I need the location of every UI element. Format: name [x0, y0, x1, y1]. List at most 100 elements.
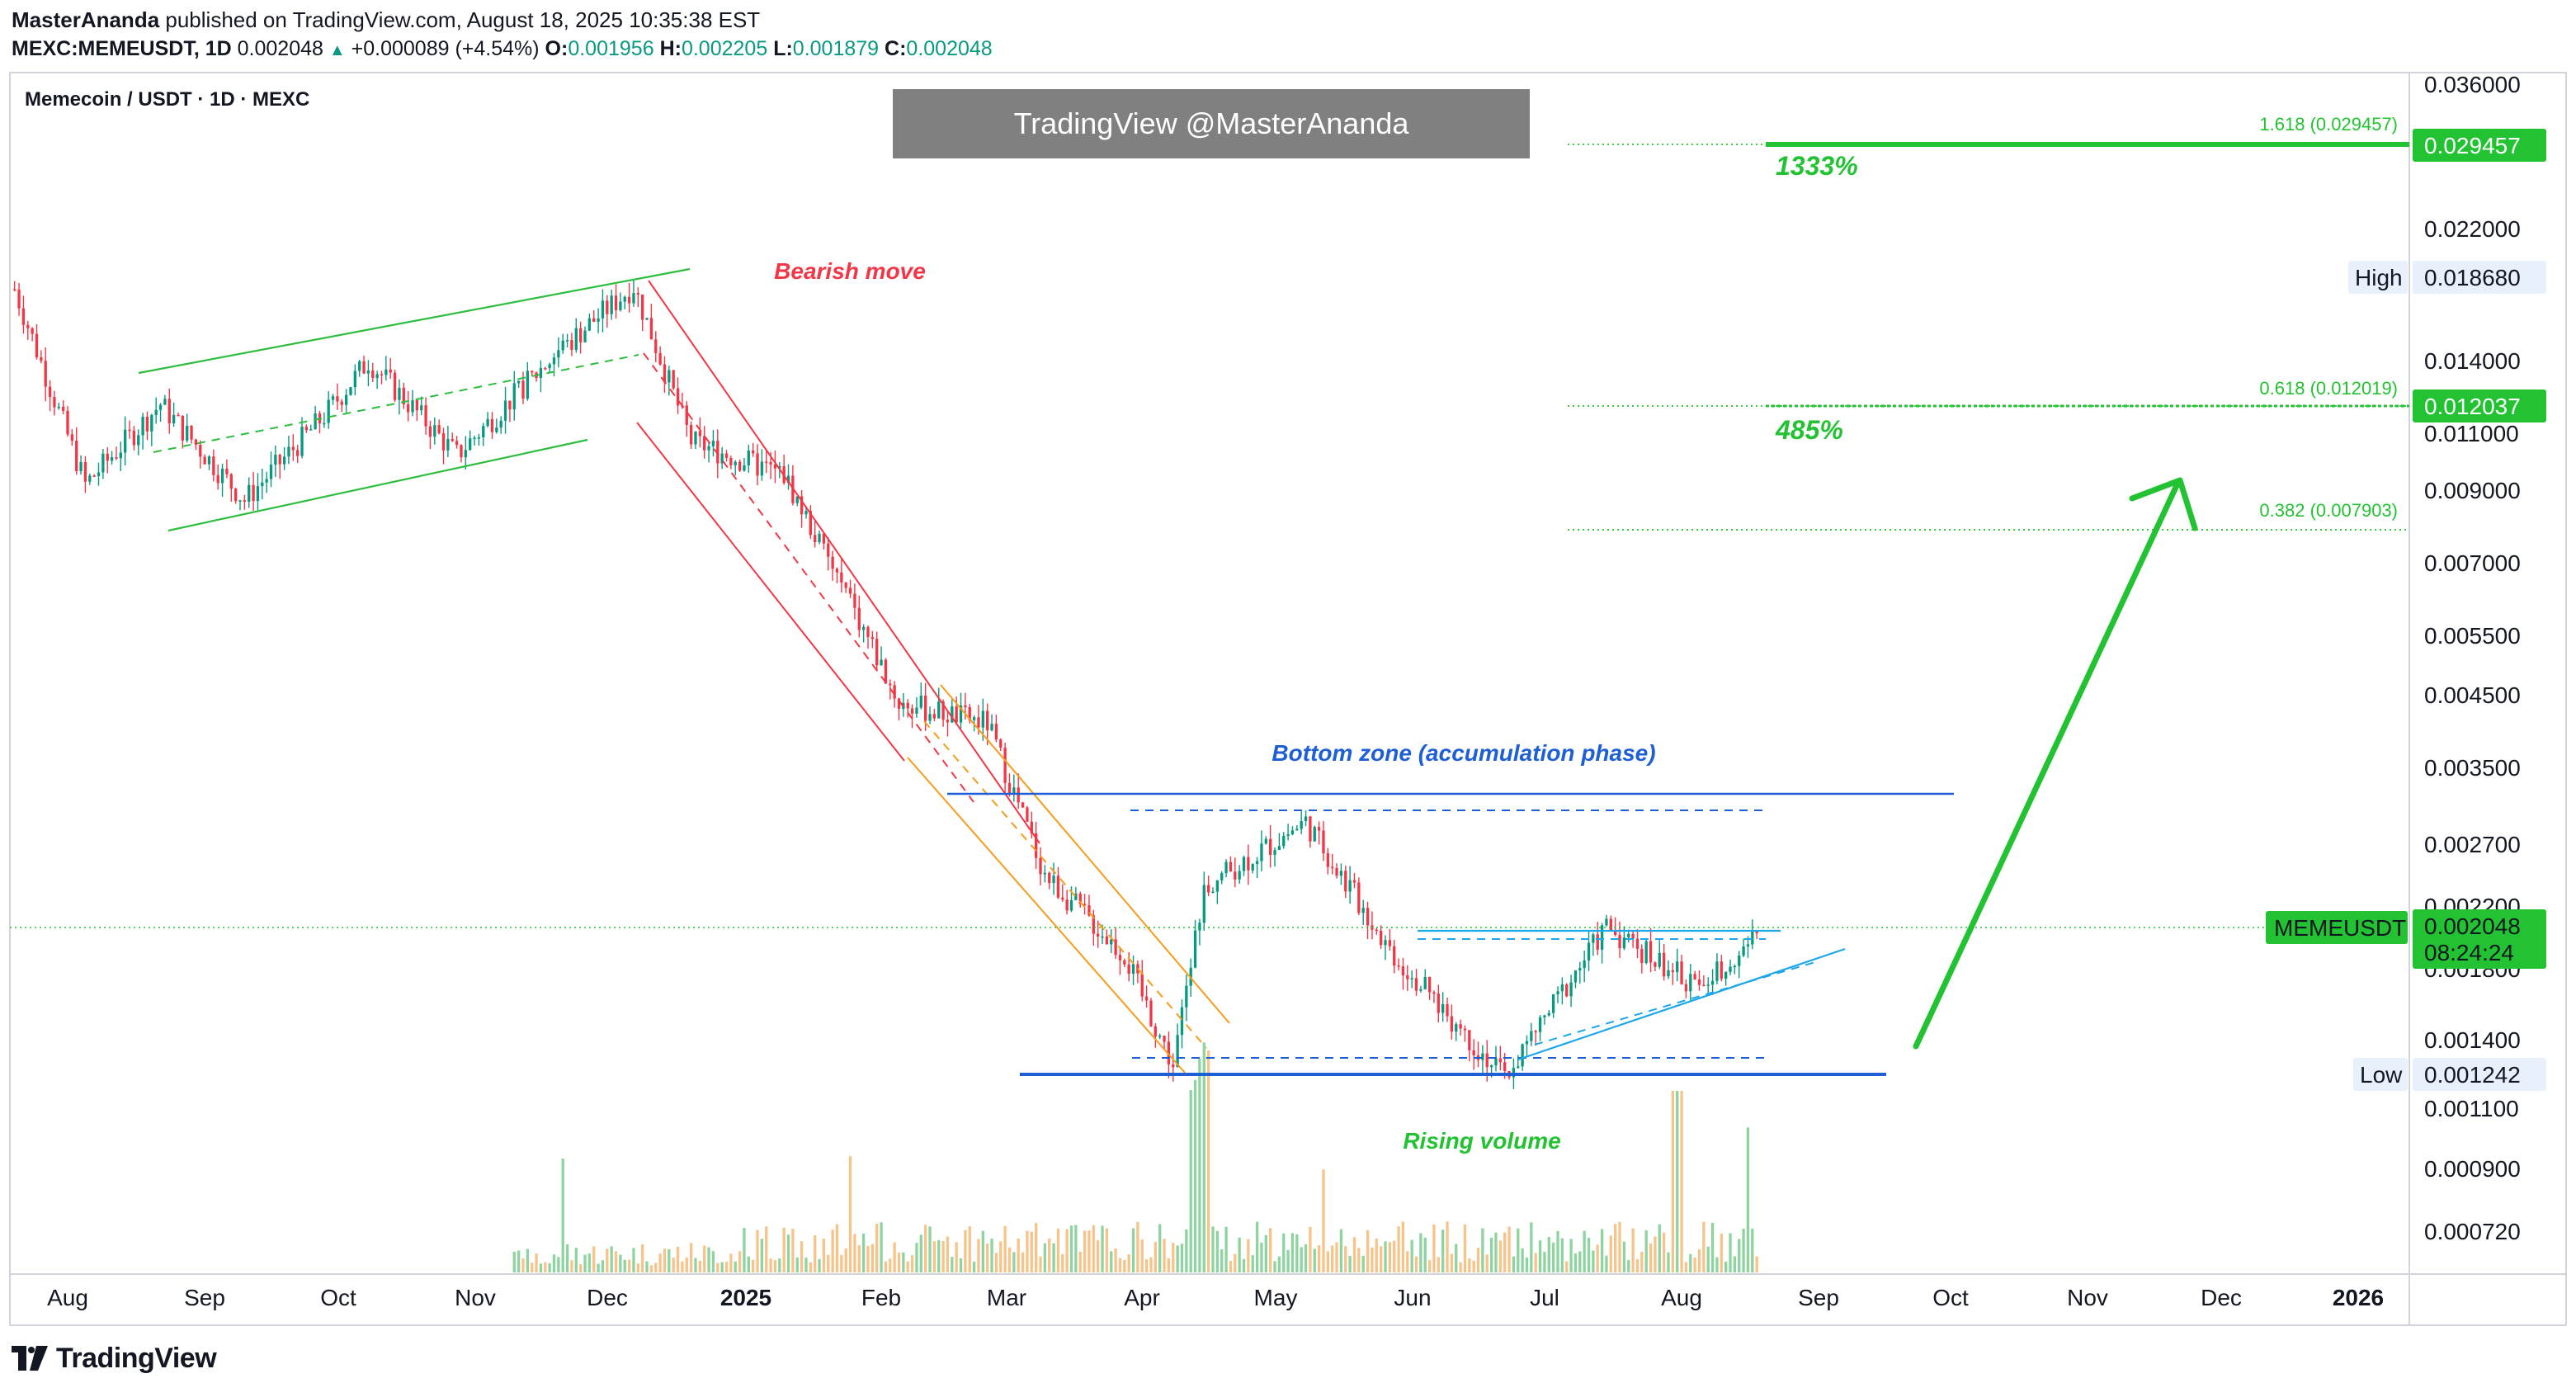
price-tick: 0.014000 [2424, 348, 2521, 374]
candle-body [747, 451, 750, 465]
candle-body [734, 461, 737, 465]
candle-body [1654, 962, 1657, 967]
volume-bar [1206, 1050, 1210, 1272]
volume-bar [716, 1263, 719, 1272]
volume-bar [844, 1248, 847, 1272]
candle-body [344, 394, 348, 405]
candle-body [765, 461, 768, 463]
candle-body [977, 717, 980, 728]
candle-body [234, 489, 238, 502]
volume-bar [1720, 1233, 1723, 1272]
candle-body [314, 413, 317, 430]
volume-bar [1631, 1228, 1635, 1272]
volume-bar [1751, 1228, 1754, 1272]
volume-bar [1322, 1169, 1325, 1272]
price-tick: 0.002700 [2424, 832, 2521, 857]
volume-bar [561, 1159, 564, 1272]
symbol-interval[interactable]: MEXC:MEMEUSDT, 1D [12, 37, 232, 60]
volume-bar [809, 1262, 812, 1272]
candle-body [951, 706, 954, 723]
candle-body [512, 383, 516, 410]
volume-bar [1406, 1251, 1409, 1272]
volume-bar [1154, 1242, 1157, 1272]
candle-body [327, 399, 330, 423]
candle-body [1693, 974, 1696, 979]
publish-info: MasterAnanda published on TradingView.co… [12, 5, 760, 35]
candle-body [668, 370, 671, 383]
volume-bar [570, 1260, 573, 1272]
candle-body [1295, 828, 1299, 831]
volume-bar [994, 1253, 998, 1272]
volume-bar [685, 1257, 688, 1272]
candle-body [1238, 871, 1241, 880]
annotation-485-percent: 485% [1775, 415, 1843, 445]
volume-bar [1419, 1233, 1422, 1272]
candle-body [1193, 930, 1197, 968]
candle-body [137, 435, 140, 446]
candle-body [910, 708, 914, 714]
candle-body [986, 710, 989, 731]
candle-body [552, 357, 556, 365]
candle-body [220, 468, 224, 484]
candle-body [1724, 971, 1728, 979]
price-axis[interactable]: 0.036000 0.022000 0.014000 0.011000 0.00… [2424, 72, 2521, 1244]
volume-bar [1388, 1242, 1392, 1272]
volume-bar [1043, 1243, 1047, 1272]
candle-body [1229, 861, 1233, 872]
candle-body [402, 387, 405, 404]
candle-body [1609, 918, 1612, 931]
volume-bar [1317, 1245, 1321, 1272]
volume-bar [1282, 1233, 1286, 1272]
volume-bar [870, 1244, 875, 1272]
fib-levels [1568, 142, 2409, 531]
candle-body [1003, 748, 1007, 783]
candle-body [597, 318, 600, 322]
volume-bar [1649, 1244, 1653, 1272]
falling-channel-orange [907, 684, 1230, 1074]
candle-body [1644, 941, 1648, 963]
candle-body [1388, 940, 1392, 946]
volume-bar [689, 1243, 693, 1272]
volume-bar [928, 1226, 932, 1272]
candle-body [870, 636, 875, 640]
volume-bar [526, 1248, 530, 1272]
candle-body [446, 438, 450, 451]
candle-body [331, 396, 335, 400]
candle-body [499, 420, 502, 428]
volume-bar [1193, 1079, 1197, 1272]
volume-bar [1118, 1258, 1122, 1272]
candle-body [1565, 984, 1569, 997]
candle-body [1172, 1064, 1175, 1068]
candle-body [822, 533, 826, 544]
volume-bar [1507, 1226, 1511, 1272]
volume-bar [1654, 1236, 1657, 1272]
time-axis[interactable]: Aug Sep Oct Nov Dec 2025 Feb Mar Apr May… [47, 1285, 2384, 1310]
tradingview-brand[interactable]: TradingView [12, 1340, 217, 1376]
volume-bar [1697, 1248, 1701, 1272]
projection-arrow [1913, 477, 2198, 1050]
volume-bar [1733, 1256, 1737, 1272]
open-value: 0.001956 [568, 37, 654, 60]
volume-bar [1738, 1239, 1741, 1272]
author-name[interactable]: MasterAnanda [12, 7, 160, 32]
volume-bar [1489, 1237, 1493, 1272]
candle-body [282, 456, 286, 465]
candle-body [658, 352, 662, 365]
svg-text:0.018680: 0.018680 [2424, 265, 2521, 290]
volume-bar [1530, 1222, 1533, 1272]
volume-bar [915, 1243, 918, 1272]
volume-bar [1039, 1256, 1042, 1272]
candle-body [186, 425, 189, 441]
candle-body [1220, 873, 1224, 880]
candle-body [455, 441, 459, 446]
candle-body [1680, 961, 1683, 984]
volume-bar [910, 1255, 914, 1272]
volume-bar [1247, 1239, 1250, 1272]
candle-body [1007, 782, 1012, 794]
candle-body [1543, 1015, 1546, 1017]
candle-body [827, 543, 830, 557]
candle-body [1074, 894, 1078, 900]
volume-bar [1069, 1225, 1073, 1272]
candle-body [1065, 899, 1069, 911]
